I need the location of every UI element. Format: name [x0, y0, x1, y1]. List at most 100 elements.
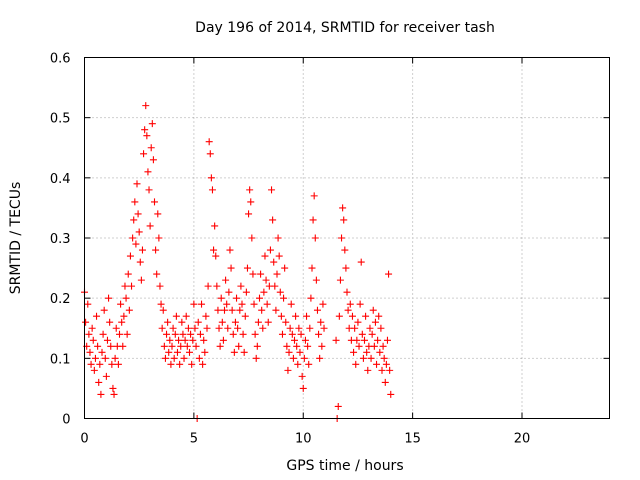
- data-point: [261, 252, 269, 260]
- data-point: [319, 300, 327, 308]
- data-point: [248, 234, 256, 242]
- data-point: [277, 312, 285, 320]
- data-point: [379, 342, 387, 350]
- data-point: [146, 222, 154, 230]
- data-point: [273, 270, 281, 278]
- data-point: [350, 348, 358, 356]
- data-point: [270, 258, 278, 266]
- data-point: [386, 366, 394, 374]
- data-point: [304, 342, 312, 350]
- x-tick-label: 15: [404, 432, 421, 447]
- data-point: [181, 336, 189, 344]
- data-point: [297, 330, 305, 338]
- x-tick-label: 10: [295, 432, 312, 447]
- data-point: [111, 354, 119, 362]
- data-point: [219, 336, 227, 344]
- data-point: [180, 354, 188, 362]
- data-point: [378, 366, 386, 374]
- data-point: [96, 360, 104, 368]
- data-point: [254, 318, 262, 326]
- data-point: [260, 288, 268, 296]
- data-point: [204, 282, 212, 290]
- data-point: [163, 330, 171, 338]
- data-point: [280, 294, 288, 302]
- data-point: [259, 324, 267, 332]
- data-point: [274, 234, 282, 242]
- data-point: [348, 312, 356, 320]
- data-point: [84, 300, 92, 308]
- data-point: [247, 198, 255, 206]
- data-point: [177, 342, 185, 350]
- data-point: [271, 282, 279, 290]
- data-point: [149, 156, 157, 164]
- data-point: [117, 300, 125, 308]
- data-point: [356, 300, 364, 308]
- data-point: [276, 288, 284, 296]
- data-point: [287, 300, 295, 308]
- x-tick-label: 20: [514, 432, 531, 447]
- data-point: [161, 354, 169, 362]
- data-point: [202, 312, 210, 320]
- data-point: [320, 324, 328, 332]
- data-point: [266, 246, 274, 254]
- data-point: [308, 264, 316, 272]
- data-point: [199, 360, 207, 368]
- data-point: [226, 246, 234, 254]
- data-point: [381, 378, 389, 386]
- data-point: [109, 384, 117, 392]
- data-point: [359, 354, 367, 362]
- data-point: [315, 330, 323, 338]
- data-point: [153, 270, 161, 278]
- data-point: [351, 324, 359, 332]
- data-point: [110, 390, 118, 398]
- grid-lines: [84, 57, 610, 419]
- data-point: [198, 300, 206, 308]
- data-point: [380, 354, 388, 362]
- data-point: [169, 324, 177, 332]
- data-point: [118, 318, 126, 326]
- data-point: [152, 246, 160, 254]
- data-point: [385, 270, 393, 278]
- data-point: [203, 324, 211, 332]
- data-point: [286, 324, 294, 332]
- y-tick-label: 0.1: [50, 352, 71, 367]
- data-point: [295, 324, 303, 332]
- data-point: [374, 336, 382, 344]
- data-point: [119, 342, 127, 350]
- data-point: [88, 324, 96, 332]
- data-point: [234, 324, 242, 332]
- data-point: [196, 330, 204, 338]
- data-point: [253, 342, 261, 350]
- data-point: [179, 330, 187, 338]
- data-point: [213, 282, 221, 290]
- data-point: [383, 336, 391, 344]
- data-point: [263, 300, 271, 308]
- data-point: [284, 366, 292, 374]
- data-point: [354, 318, 362, 326]
- data-point: [157, 300, 165, 308]
- data-point: [252, 354, 260, 362]
- x-tick-label: 5: [190, 432, 198, 447]
- data-point: [283, 342, 291, 350]
- data-point: [164, 318, 172, 326]
- data-point: [91, 354, 99, 362]
- data-point: [353, 336, 361, 344]
- y-axis-label: SRMTID / TECUs: [8, 182, 24, 295]
- data-point: [205, 138, 213, 146]
- data-point: [102, 372, 110, 380]
- data-point: [376, 348, 384, 356]
- data-point: [184, 324, 192, 332]
- data-point: [142, 102, 150, 110]
- data-point: [172, 312, 180, 320]
- data-point: [214, 306, 222, 314]
- data-point: [245, 210, 253, 218]
- data-point: [114, 360, 122, 368]
- data-point: [189, 336, 197, 344]
- data-point: [237, 282, 245, 290]
- data-point: [141, 126, 149, 134]
- data-point: [298, 372, 306, 380]
- data-point: [269, 216, 277, 224]
- data-point: [134, 210, 142, 218]
- data-point: [358, 330, 366, 338]
- data-point: [135, 228, 143, 236]
